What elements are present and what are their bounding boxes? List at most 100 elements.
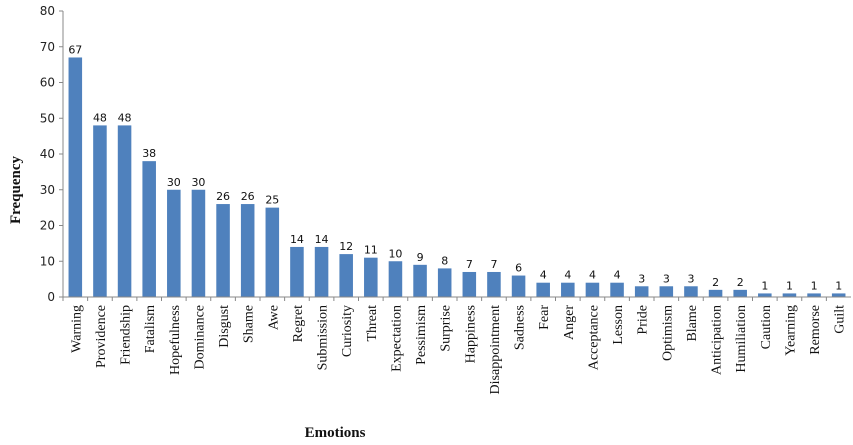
- y-tick-label: 50: [40, 111, 55, 125]
- x-tick-label: Sadness: [513, 305, 528, 350]
- data-label: 1: [761, 279, 768, 292]
- data-label: 1: [811, 279, 818, 292]
- y-tick-label: 0: [47, 290, 55, 304]
- bar: [807, 293, 821, 297]
- data-label: 4: [540, 269, 547, 282]
- data-label: 7: [466, 258, 473, 271]
- data-label: 3: [638, 272, 645, 285]
- x-tick-label: Curiosity: [340, 305, 355, 357]
- data-label: 1: [835, 279, 842, 292]
- bars: [68, 57, 846, 298]
- x-tick-label: Guilt: [833, 305, 848, 334]
- y-tick-label: 30: [40, 183, 55, 197]
- bar: [659, 286, 674, 297]
- x-tick-label: Pessimism: [414, 305, 429, 365]
- data-label: 2: [737, 276, 744, 289]
- data-label: 8: [441, 254, 448, 267]
- x-axis-title: Emotions: [305, 425, 366, 441]
- bar: [142, 161, 156, 297]
- x-tick-label: Awe: [266, 305, 281, 330]
- x-tick-label: Disappointment: [488, 305, 503, 395]
- bar: [487, 271, 501, 297]
- data-label: 11: [364, 244, 378, 257]
- bar: [511, 275, 526, 297]
- data-label: 3: [687, 272, 694, 285]
- data-label: 30: [167, 176, 181, 189]
- x-tick-label: Dominance: [192, 305, 207, 370]
- x-tick-label: Acceptance: [586, 305, 601, 370]
- data-label: 38: [142, 147, 156, 160]
- x-tick-label: Anger: [562, 305, 577, 340]
- bar: [265, 207, 280, 297]
- x-tick-label: Fear: [537, 305, 552, 330]
- y-tick-label: 40: [40, 147, 55, 161]
- y-axis-title: Frequency: [8, 155, 24, 224]
- data-label: 7: [490, 258, 497, 271]
- bar: [191, 189, 206, 297]
- x-tick-label: Optimism: [660, 305, 675, 361]
- x-tick-label: Friendship: [119, 305, 134, 365]
- x-tick-label: Lesson: [611, 305, 626, 345]
- data-label: 48: [118, 111, 132, 124]
- y-tick-label: 10: [40, 254, 55, 268]
- data-label: 3: [663, 272, 670, 285]
- x-tick-label: Happiness: [463, 305, 478, 363]
- x-tick-label: Surprise: [439, 305, 454, 352]
- bar: [733, 289, 747, 297]
- bar: [216, 204, 230, 297]
- bar: [758, 293, 772, 297]
- data-label: 6: [515, 262, 522, 275]
- data-label: 2: [712, 276, 719, 289]
- x-tick-label: Blame: [685, 305, 700, 342]
- bar: [462, 271, 477, 297]
- bar: [364, 257, 378, 297]
- data-label: 1: [786, 279, 793, 292]
- bar: [684, 286, 698, 297]
- x-tick-label: Hopefulness: [168, 305, 183, 375]
- x-tick-label: Fatalism: [143, 305, 158, 353]
- bar: [314, 246, 329, 297]
- x-tick-label: Warning: [69, 305, 84, 353]
- data-label: 9: [417, 251, 424, 264]
- x-tick-label: Threat: [365, 305, 380, 342]
- data-label: 30: [191, 176, 205, 189]
- x-tick-label: Providence: [94, 305, 109, 368]
- x-tick-label: Humiliation: [734, 305, 749, 373]
- x-tick-label: Yearning: [783, 305, 798, 356]
- bar: [831, 293, 846, 297]
- x-tick-label: Caution: [759, 305, 774, 349]
- bar: [610, 282, 624, 297]
- data-label: 4: [589, 269, 596, 282]
- x-tick-label: Pride: [636, 305, 651, 335]
- x-tick-label: Disgust: [217, 305, 232, 348]
- data-label: 14: [315, 233, 329, 246]
- bar: [782, 293, 797, 297]
- x-axis-tick-labels: Warning Providence Friendship Fatalism Hopef…: [62, 297, 848, 395]
- bar: [561, 282, 575, 297]
- bar: [240, 204, 255, 297]
- data-label: 4: [614, 269, 621, 282]
- bar: [93, 125, 107, 298]
- data-label: 25: [265, 194, 279, 207]
- bar: [437, 268, 452, 297]
- y-tick-label: 80: [40, 4, 55, 18]
- bar: [634, 286, 649, 297]
- data-label: 67: [68, 43, 82, 56]
- x-tick-label: Remorse: [808, 305, 823, 355]
- x-tick-label: Submission: [316, 305, 331, 370]
- x-tick-label: Anticipation: [710, 305, 725, 375]
- bar: [117, 125, 132, 298]
- bar: [388, 261, 403, 297]
- bar: [290, 246, 304, 297]
- bar: [339, 254, 353, 297]
- y-tick-label: 20: [40, 219, 55, 233]
- data-label: 26: [216, 190, 230, 203]
- x-tick-label: Expectation: [389, 305, 404, 372]
- x-tick-label: Shame: [242, 305, 257, 343]
- data-label: 26: [241, 190, 255, 203]
- bar: [585, 282, 600, 297]
- data-label: 48: [93, 111, 107, 124]
- x-tick-label: Regret: [291, 305, 306, 342]
